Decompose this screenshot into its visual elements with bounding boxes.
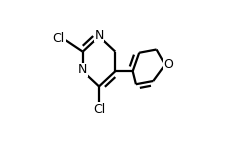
Text: Cl: Cl [93,103,105,116]
Text: N: N [78,63,88,76]
Text: N: N [94,28,104,42]
Text: Cl: Cl [53,32,65,45]
Text: O: O [164,58,173,71]
